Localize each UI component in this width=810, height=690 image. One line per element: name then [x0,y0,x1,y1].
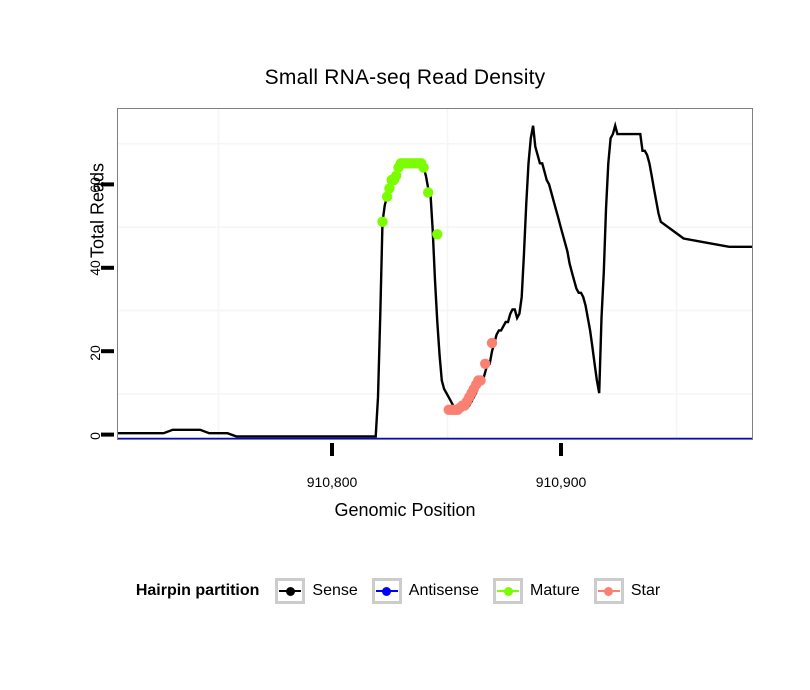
data-point [486,337,498,349]
legend-entry-antisense[interactable]: Antisense [371,578,480,604]
data-point [377,216,388,227]
legend-key-sense-icon [275,578,306,604]
y-tick-label-60: 60 [87,177,103,193]
legend-label-antisense: Antisense [408,582,480,599]
x-axis-label: Genomic Position [334,500,476,520]
legend-entry-sense[interactable]: Sense [275,578,358,604]
legend-label-sense: Sense [312,582,358,599]
series-mature-points [377,158,443,240]
legend-entry-mature[interactable]: Mature [493,578,580,604]
data-point [475,375,486,386]
y-tick-label-20: 20 [87,345,103,361]
x-tick-label-910900: 910,900 [535,474,587,490]
legend-entry-star[interactable]: Star [593,578,661,604]
legend-label-star: Star [630,582,661,599]
y-tick-label-0: 0 [87,432,103,440]
data-point [384,183,395,194]
data-point [418,162,429,173]
legend-key-star-icon [593,578,624,604]
series-star-points [443,337,498,415]
legend-key-antisense-icon [371,578,402,604]
plot-panel [117,108,753,440]
x-tick-label-910800: 910,800 [306,474,358,490]
data-point [423,187,434,198]
gridlines-minor [118,109,752,439]
series-sense-line [118,121,752,438]
data-point [381,191,393,202]
data-point [480,358,491,369]
legend-title: Hairpin partition [135,582,260,599]
legend-key-mature-icon [493,578,524,604]
chart-title: Small RNA-seq Read Density [264,66,546,89]
y-tick-label-40: 40 [87,260,103,276]
legend-label-mature: Mature [530,582,580,599]
plot-area [118,109,752,439]
chart-legend: Hairpin partition Sense Antisense Mature [0,578,810,604]
data-point [432,229,443,240]
data-point [391,170,402,181]
